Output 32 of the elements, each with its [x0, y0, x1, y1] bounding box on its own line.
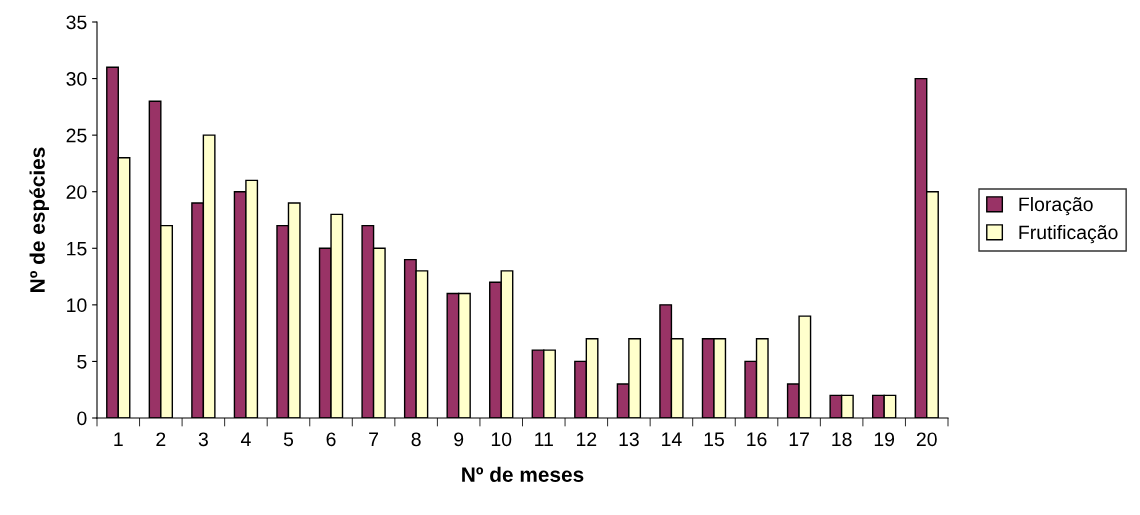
x-tick-label: 13 [619, 432, 639, 447]
y-tick-label: 5 [77, 355, 87, 369]
x-tick-label: 18 [832, 432, 852, 447]
x-tick-label: 1 [114, 432, 123, 446]
x-axis-title: Nº de meses [462, 466, 584, 482]
x-tick-label: 17 [789, 432, 809, 446]
x-tick-label: 9 [454, 432, 464, 447]
y-axis-title: Nº de espécies [29, 147, 49, 292]
x-tick-label: 20 [916, 432, 937, 447]
x-tick-label: 14 [662, 432, 682, 446]
x-tick-label: 11 [535, 432, 553, 446]
y-tick-label: 10 [67, 298, 87, 313]
y-tick-label: 25 [66, 128, 87, 143]
y-tick-label: 30 [66, 72, 87, 86]
x-tick-label: 19 [874, 432, 895, 447]
x-tick-label: 12 [576, 432, 597, 446]
x-tick-label: 10 [491, 432, 512, 447]
x-tick-label: 7 [369, 432, 379, 446]
y-tick-label: 20 [66, 185, 87, 199]
x-tick-label: 2 [156, 432, 166, 446]
y-tick-label: 15 [67, 241, 87, 256]
x-tick-label: 15 [704, 432, 724, 447]
x-tick-label: 16 [747, 432, 767, 447]
y-tick-label: 35 [66, 15, 87, 30]
legend-label: Frutificação [1019, 224, 1118, 244]
legend-label: Floração [1019, 196, 1093, 216]
x-tick-label: 8 [411, 432, 421, 447]
x-tick-label: 3 [198, 432, 208, 447]
x-tick-label: 4 [240, 432, 251, 446]
x-tick-label: 5 [283, 432, 294, 447]
y-tick-label: 0 [77, 411, 87, 426]
x-tick-label: 6 [326, 432, 336, 447]
